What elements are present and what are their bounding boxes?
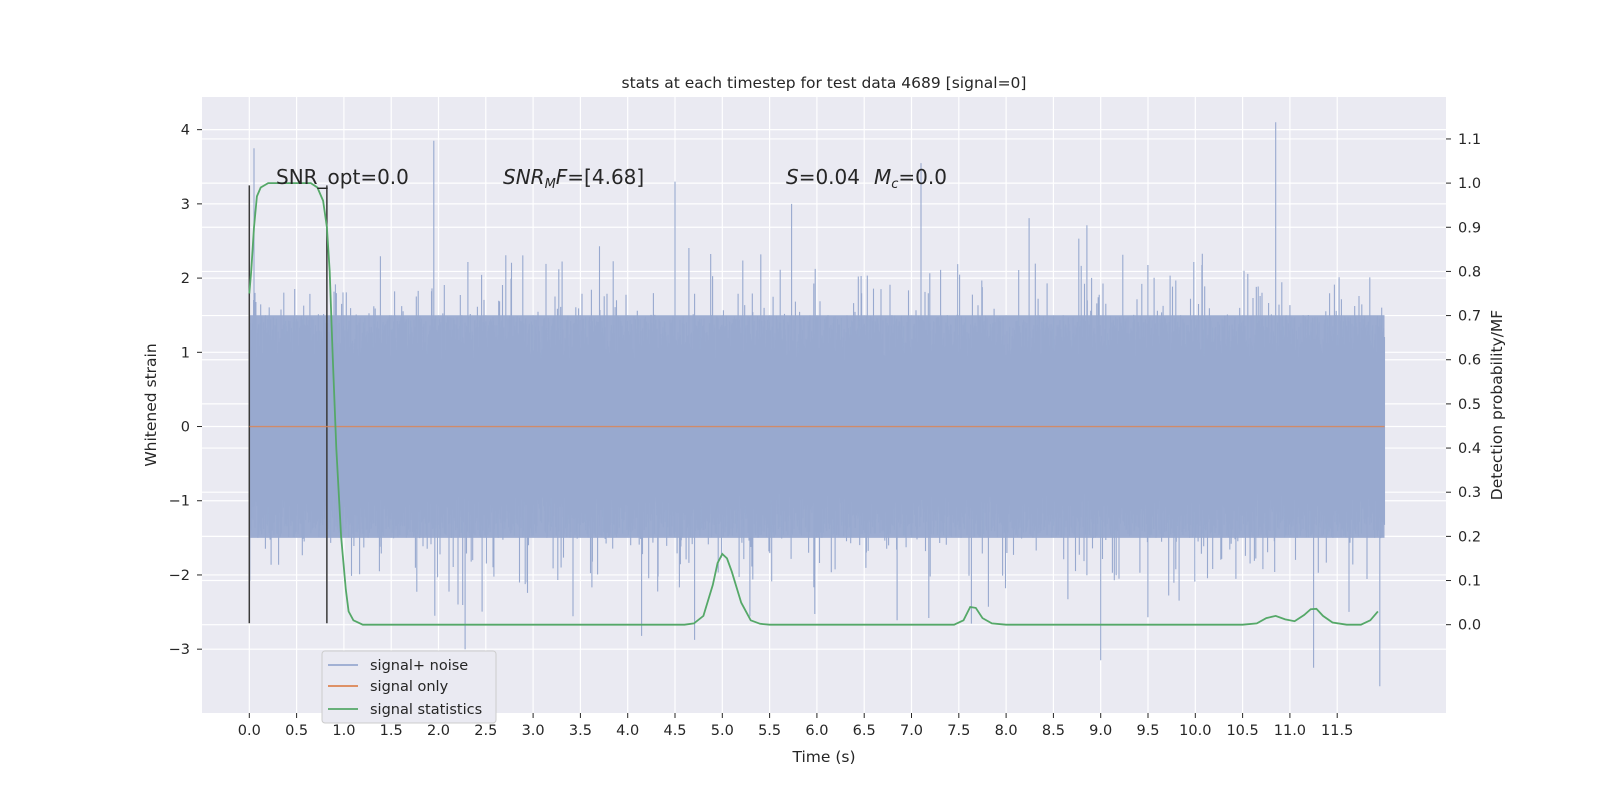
x-tick-label: 6.0: [805, 723, 828, 739]
annotation-mc-value: =0.0: [898, 165, 947, 189]
x-tick-label: 9.5: [1136, 723, 1159, 739]
x-tick-label: 6.5: [853, 723, 876, 739]
x-tick-label: 1.5: [380, 723, 403, 739]
y-tick-label: 4: [181, 123, 190, 139]
x-axis-label: Time (s): [791, 748, 855, 766]
x-tick-label: 8.0: [995, 723, 1018, 739]
y-right-tick-label: 0.6: [1458, 353, 1481, 369]
annotation-snr-mf: SNRMF=[4.68]: [503, 165, 644, 192]
y-right-tick-label: 0.2: [1458, 529, 1481, 545]
x-tick-label: 11.5: [1321, 723, 1353, 739]
x-tick-label: 0.0: [238, 723, 261, 739]
y-tick-label: 2: [181, 271, 190, 287]
x-tick-label: 10.5: [1226, 723, 1258, 739]
y-right-tick-label: 1.0: [1458, 176, 1481, 192]
legend-box: [321, 650, 497, 724]
y-tick-label: 1: [181, 345, 190, 361]
x-tick-label: 5.0: [711, 723, 734, 739]
x-tick-label: 8.5: [1042, 723, 1065, 739]
annotation-s-mc: S=0.04 Mc=0.0: [786, 165, 947, 192]
legend-label-0: signal+ noise: [370, 658, 468, 674]
x-tick-label: 10.0: [1179, 723, 1211, 739]
annotation-snr-opt: SNR_opt=0.0: [276, 165, 409, 189]
y-right-tick-label: 1.1: [1458, 132, 1481, 148]
axis-ticks: 0.0 0.5 1.0 1.5 2.0 2.5 3.0 3.5 4.0 4.5 5.0 5.5 6.0 6…: [169, 123, 1481, 739]
x-tick-label: 1.0: [332, 723, 355, 739]
x-tick-label: 5.5: [758, 723, 781, 739]
x-tick-label: 11.0: [1274, 723, 1306, 739]
y-right-tick-label: 0.9: [1458, 220, 1481, 236]
svg-text:SNRMF=[4.68]: SNRMF=[4.68]: [503, 165, 644, 192]
y-axis-right-label: Detection probability/MF: [1488, 310, 1506, 501]
x-tick-label: 2.0: [427, 723, 450, 739]
x-tick-label: 3.5: [569, 723, 592, 739]
legend-label-1: signal only: [370, 679, 449, 695]
x-tick-label: 7.0: [900, 723, 923, 739]
x-tick-label: 0.5: [285, 723, 308, 739]
y-right-tick-label: 0.1: [1458, 574, 1481, 590]
signal-statistics-line: [248, 182, 1379, 626]
x-tick-label: 3.0: [522, 723, 545, 739]
y-tick-label: −1: [169, 494, 190, 510]
x-tick-label: 7.5: [947, 723, 970, 739]
legend: signal+ noise signal only signal statist…: [321, 650, 497, 724]
y-tick-label: −3: [169, 642, 190, 658]
x-tick-label: 2.5: [474, 723, 497, 739]
y-right-tick-label: 0.0: [1458, 618, 1481, 634]
annotation-snr-mf-value: =[4.68]: [567, 165, 644, 189]
x-tick-label: 4.5: [663, 723, 686, 739]
y-tick-label: 0: [181, 420, 190, 436]
annotation-s-value: =0.04: [799, 165, 860, 189]
y-right-tick-label: 0.5: [1458, 397, 1481, 413]
y-right-tick-label: 0.7: [1458, 309, 1481, 325]
y-axis-label: Whitened strain: [142, 343, 160, 466]
series-lines: [248, 182, 1385, 626]
x-tick-label: 9.0: [1089, 723, 1112, 739]
y-right-tick-label: 0.3: [1458, 485, 1481, 501]
y-right-tick-label: 0.4: [1458, 441, 1481, 457]
x-tick-label: 4.0: [616, 723, 639, 739]
y-tick-label: −2: [169, 568, 190, 584]
legend-label-2: signal statistics: [370, 702, 482, 718]
y-right-tick-label: 0.8: [1458, 264, 1481, 280]
chart-title: stats at each timestep for test data 468…: [622, 74, 1027, 92]
y-tick-label: 3: [181, 197, 190, 213]
